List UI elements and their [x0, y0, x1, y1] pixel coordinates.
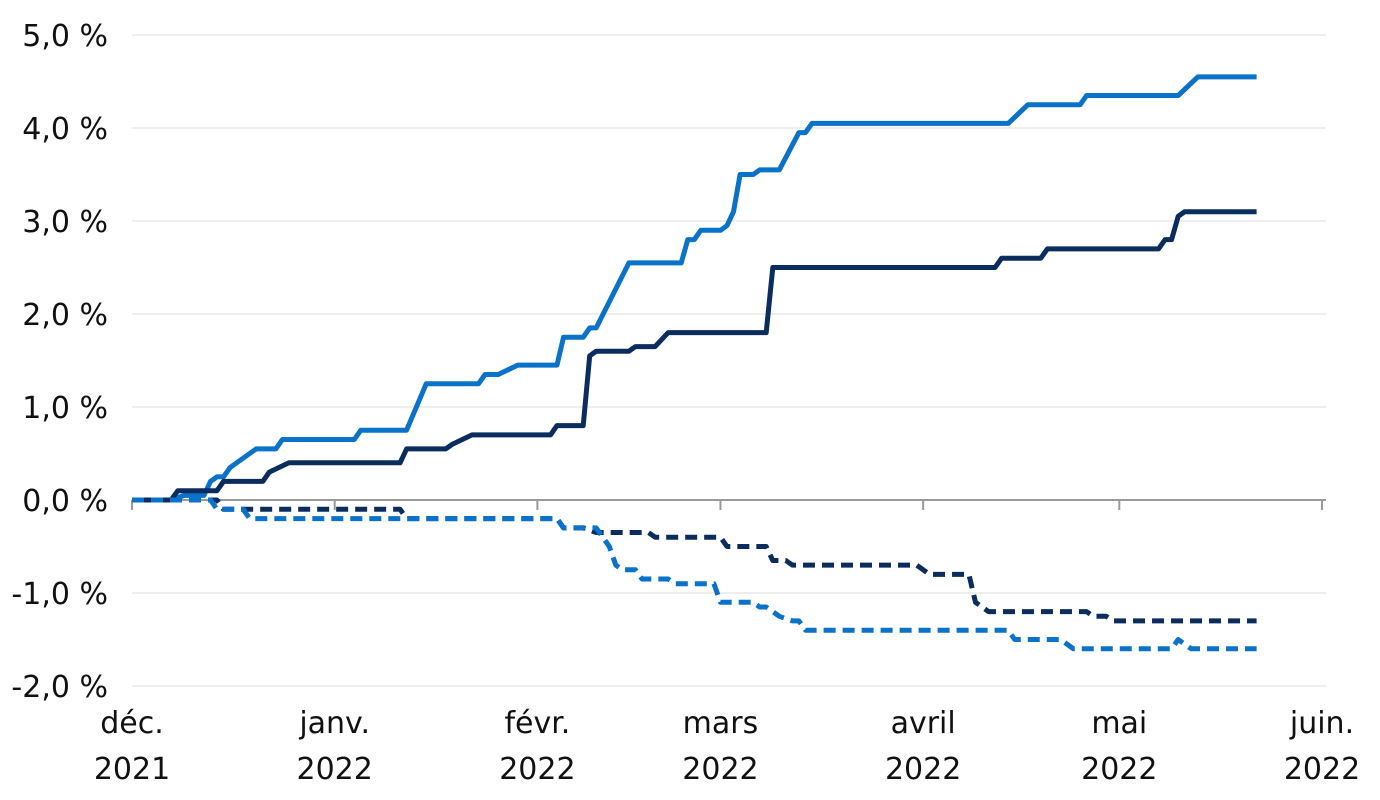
- x-tick-label-year: 2022: [297, 752, 373, 787]
- x-tick-label-year: 2022: [1081, 752, 1157, 787]
- x-tick-label-year: 2022: [1284, 752, 1360, 787]
- x-axis-tick-labels: déc. 2021 janv. 2022 févr. 2022 mars 2022 avril 2…: [94, 706, 1360, 787]
- x-tick-label-month: avril: [891, 706, 956, 741]
- y-tick-label: 0,0 %: [22, 484, 108, 519]
- y-tick-label: 1,0 %: [22, 391, 108, 426]
- x-tick-label-month: janv.: [298, 706, 370, 741]
- x-tick-label-year: 2021: [94, 752, 170, 787]
- x-tick-label-year: 2022: [885, 752, 961, 787]
- x-tick-label-month: mars: [683, 706, 759, 741]
- x-axis: [131, 499, 1326, 510]
- y-tick-label: -1,0 %: [11, 577, 108, 612]
- x-tick-label-month: juin.: [1289, 706, 1354, 741]
- y-tick-label: 5,0 %: [22, 19, 108, 54]
- y-axis-tick-labels: 5,0 % 4,0 % 3,0 % 2,0 % 1,0 % 0,0 % -1,0 % -2,0…: [11, 19, 108, 705]
- x-tick-label-month: févr.: [504, 706, 570, 741]
- x-tick-label-month: déc.: [100, 706, 164, 741]
- series-lines: [132, 74, 1257, 652]
- series-line-1: [132, 74, 1257, 503]
- series-line-2: [132, 209, 1257, 503]
- y-tick-label: -2,0 %: [11, 670, 108, 705]
- series-line-4: [132, 497, 1257, 652]
- y-tick-label: 3,0 %: [22, 205, 108, 240]
- y-tick-label: 4,0 %: [22, 112, 108, 147]
- gridlines: [132, 34, 1326, 687]
- y-tick-label: 2,0 %: [22, 298, 108, 333]
- x-tick-label-year: 2022: [499, 752, 575, 787]
- x-tick-label-year: 2022: [682, 752, 758, 787]
- x-tick-label-month: mai: [1091, 706, 1147, 741]
